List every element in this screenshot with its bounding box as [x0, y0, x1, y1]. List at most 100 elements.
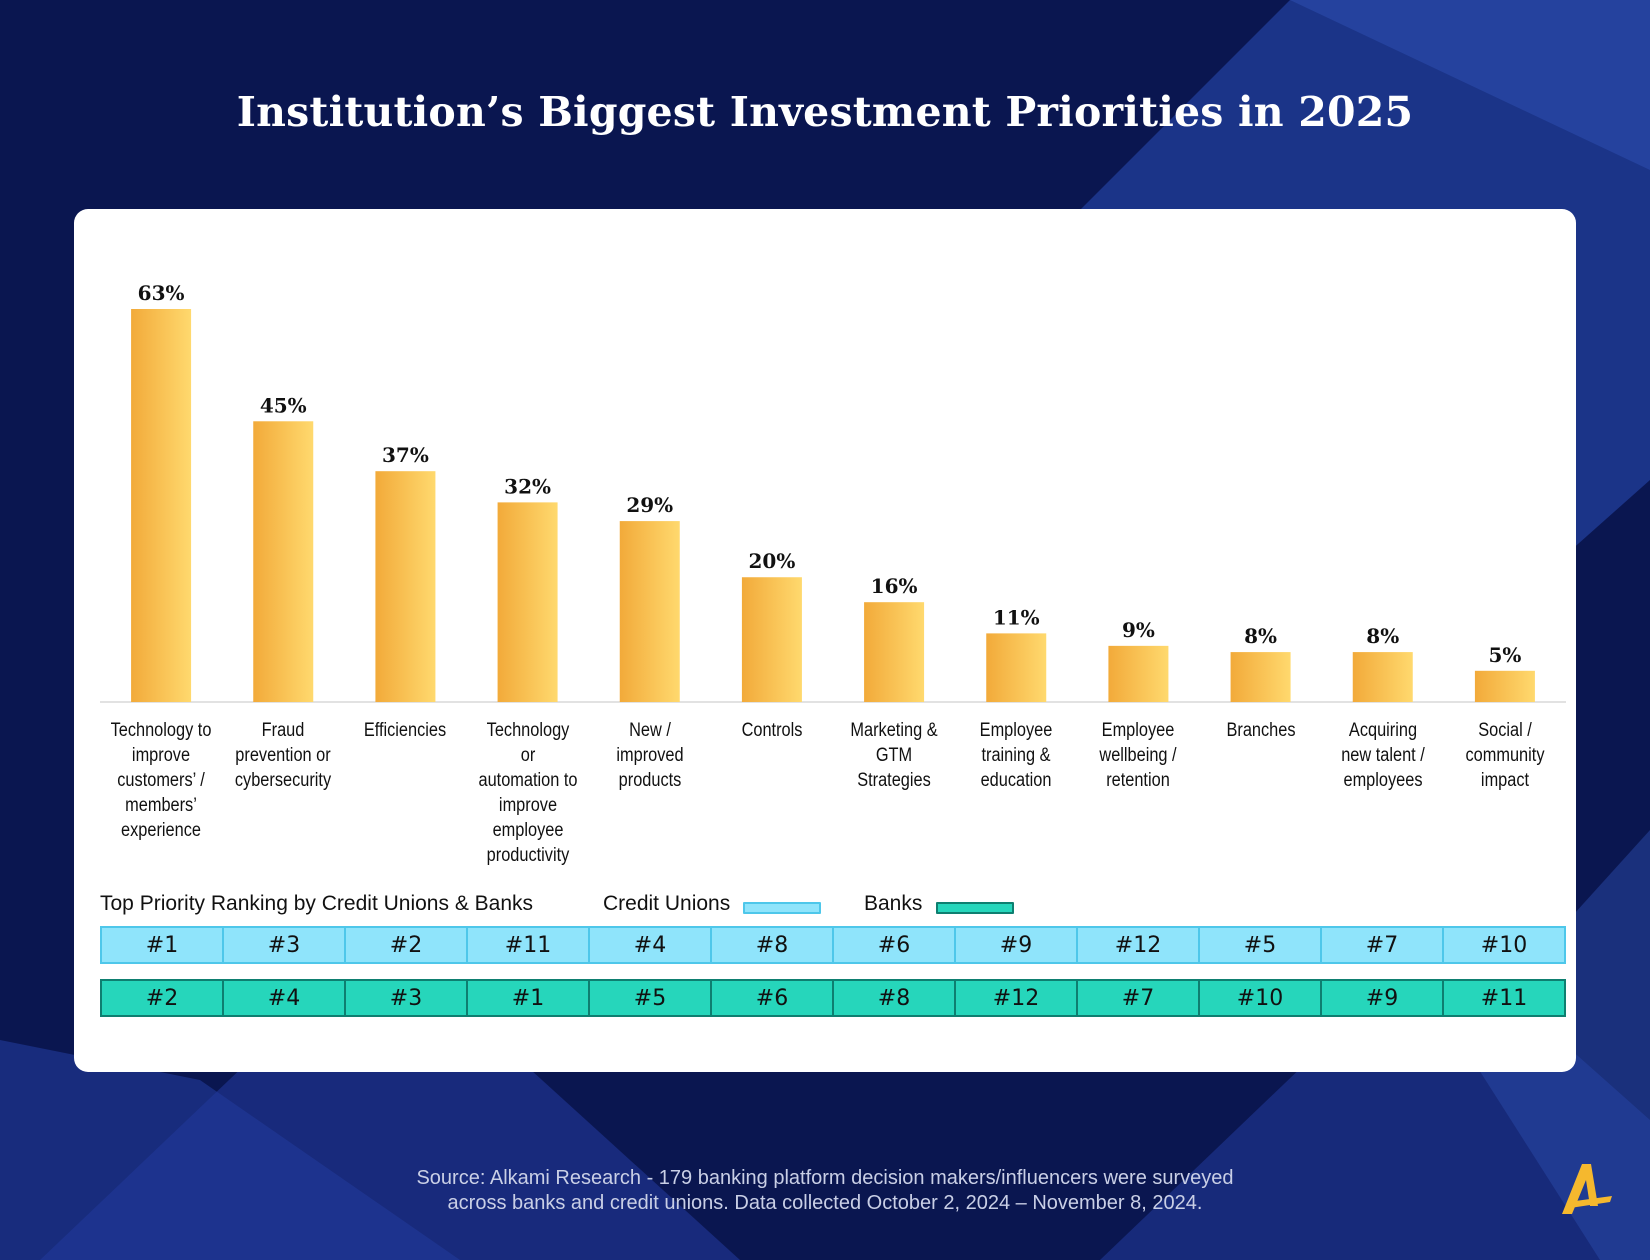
bar-3 — [375, 471, 436, 702]
banks-rank-cell-4: #1 — [468, 981, 590, 1015]
category-label-line: products — [618, 770, 682, 791]
category-label-9: Employee wellbeing / retention — [1088, 718, 1189, 793]
category-label-line: retention — [1106, 770, 1171, 791]
category-label-line: Controls — [741, 720, 803, 741]
category-label-line: community — [1465, 745, 1545, 766]
bar-value-label-10: 8% — [1244, 624, 1277, 648]
category-label-10: Branches — [1210, 718, 1311, 743]
credit-unions-rank-cell-8: #9 — [956, 928, 1078, 962]
bar-value-label-9: 9% — [1122, 618, 1155, 642]
category-label-line: productivity — [486, 845, 569, 866]
category-label-1: Technology to improve customers’ / members’… — [110, 718, 212, 843]
bar-9 — [1108, 645, 1169, 702]
source-line-1: Source: Alkami Research - 179 banking pl… — [416, 1167, 1234, 1189]
banks-ranking-row: #2 #4 #3 #1 #5 #6 #8 #12 #7 #10 #9 #11 — [100, 979, 1566, 1017]
bar-value-label-2: 45% — [260, 393, 307, 417]
source-line-2: across banks and credit unions. Data col… — [447, 1192, 1203, 1214]
banks-rank-cell-6: #6 — [712, 981, 834, 1015]
category-label-line: Employee — [1102, 720, 1175, 741]
bar-value-label-6: 20% — [748, 549, 795, 573]
banks-rank-cell-9: #7 — [1078, 981, 1200, 1015]
legend-banks-swatch — [936, 902, 1014, 914]
category-label-line: prevention or — [235, 745, 331, 766]
bar-value-label-12: 5% — [1488, 643, 1521, 667]
category-label-line: Employee — [979, 720, 1053, 741]
category-label-line: Technology or — [486, 720, 569, 766]
category-label-11: Acquiring new talent / employees — [1332, 718, 1433, 793]
bar-5 — [619, 521, 680, 702]
bar-2 — [253, 421, 314, 702]
category-label-line: GTM — [875, 745, 913, 766]
category-label-line: impact — [1480, 770, 1529, 791]
legend-credit-unions-swatch — [743, 902, 821, 914]
banks-rank-cell-2: #4 — [224, 981, 346, 1015]
credit-unions-rank-cell-5: #4 — [590, 928, 712, 962]
category-label-line: Acquiring — [1348, 720, 1417, 741]
bar-value-label-3: 37% — [382, 443, 429, 467]
category-label-line: experience — [121, 820, 202, 841]
bar-8 — [986, 633, 1047, 702]
bar-12 — [1474, 670, 1535, 702]
credit-unions-rank-cell-11: #7 — [1322, 928, 1444, 962]
category-label-line: automation to — [478, 770, 578, 791]
category-label-line: training & — [981, 745, 1051, 766]
category-label-line: Branches — [1226, 720, 1296, 741]
credit-unions-rank-cell-4: #11 — [468, 928, 590, 962]
category-label-12: Social / community impact — [1454, 718, 1555, 793]
category-label-line: New / — [628, 720, 671, 741]
credit-unions-rank-cell-3: #2 — [346, 928, 468, 962]
credit-unions-rank-cell-1: #1 — [102, 928, 224, 962]
chart-card: 63% 45% 37% 32% 29% 20% 16% 11% 9% 8% 8% 5% Technol… — [74, 209, 1576, 1072]
credit-unions-rank-cell-2: #3 — [224, 928, 346, 962]
banks-rank-cell-12: #11 — [1480, 985, 1528, 1011]
credit-unions-ranking-row: #1 #3 #2 #11 #4 #8 #6 #9 #12 #5 #7 #10 — [100, 926, 1566, 964]
credit-unions-rank-cell-7: #6 — [834, 928, 956, 962]
category-label-3: Efficiencies — [355, 718, 456, 743]
category-label-line: education — [980, 770, 1052, 791]
bar-10 — [1230, 652, 1291, 702]
legend-credit-unions-label: Credit Unions — [603, 892, 731, 915]
banks-rank-cell-10: #10 — [1200, 981, 1322, 1015]
category-label-line: improved — [616, 745, 684, 766]
category-label-line: improve — [498, 795, 557, 816]
bar-value-label-1: 63% — [138, 281, 185, 305]
category-label-line: Fraud — [261, 720, 305, 741]
bar-value-label-11: 8% — [1366, 624, 1399, 648]
category-label-line: wellbeing / — [1099, 745, 1178, 766]
credit-unions-rank-cell-9: #12 — [1078, 928, 1200, 962]
bar-value-label-4: 32% — [504, 474, 551, 498]
ranking-header: Top Priority Ranking by Credit Unions & … — [100, 892, 534, 915]
credit-unions-rank-cell-12: #10 — [1480, 932, 1528, 958]
category-label-line: cybersecurity — [235, 770, 332, 791]
banks-rank-cell-7: #8 — [834, 981, 956, 1015]
category-label-line: Social / — [1478, 720, 1532, 741]
category-label-line: employees — [1343, 770, 1423, 791]
bar-value-label-8: 11% — [993, 605, 1040, 629]
category-label-6: Controls — [721, 718, 822, 743]
category-label-4: Technology or automation to improve employe… — [477, 718, 578, 868]
category-label-2: Fraud prevention or cybersecurity — [233, 718, 334, 793]
banks-rank-cell-3: #3 — [346, 981, 468, 1015]
bar-11 — [1352, 652, 1413, 702]
category-label-8: Employee training & education — [966, 718, 1067, 793]
category-label-line: Technology to — [110, 720, 212, 741]
category-label-line: Marketing & — [850, 720, 938, 741]
alkami-a-logo-icon — [1562, 1164, 1612, 1214]
category-label-line: new talent / — [1340, 745, 1425, 766]
category-label-line: members’ — [125, 795, 197, 816]
bar-4 — [497, 502, 558, 702]
bar-chart: 63% 45% 37% 32% 29% 20% 16% 11% 9% 8% 8% 5% — [100, 281, 1566, 703]
banks-rank-cell-5: #5 — [590, 981, 712, 1015]
banks-rank-cell-1: #2 — [102, 981, 224, 1015]
category-label-line: improve — [132, 745, 191, 766]
category-label-line: customers’ / — [117, 770, 205, 791]
category-label-7: Marketing & GTM Strategies — [843, 718, 944, 793]
bar-6 — [741, 577, 802, 702]
banks-rank-cell-11: #9 — [1322, 981, 1444, 1015]
chart-title: Institution’s Biggest Investment Priorit… — [236, 88, 1414, 136]
category-label-line: Strategies — [857, 770, 931, 791]
category-label-line: employee — [492, 820, 563, 841]
bar-value-label-7: 16% — [871, 574, 918, 598]
category-label-line: Efficiencies — [364, 720, 447, 741]
bar-7 — [864, 602, 925, 702]
